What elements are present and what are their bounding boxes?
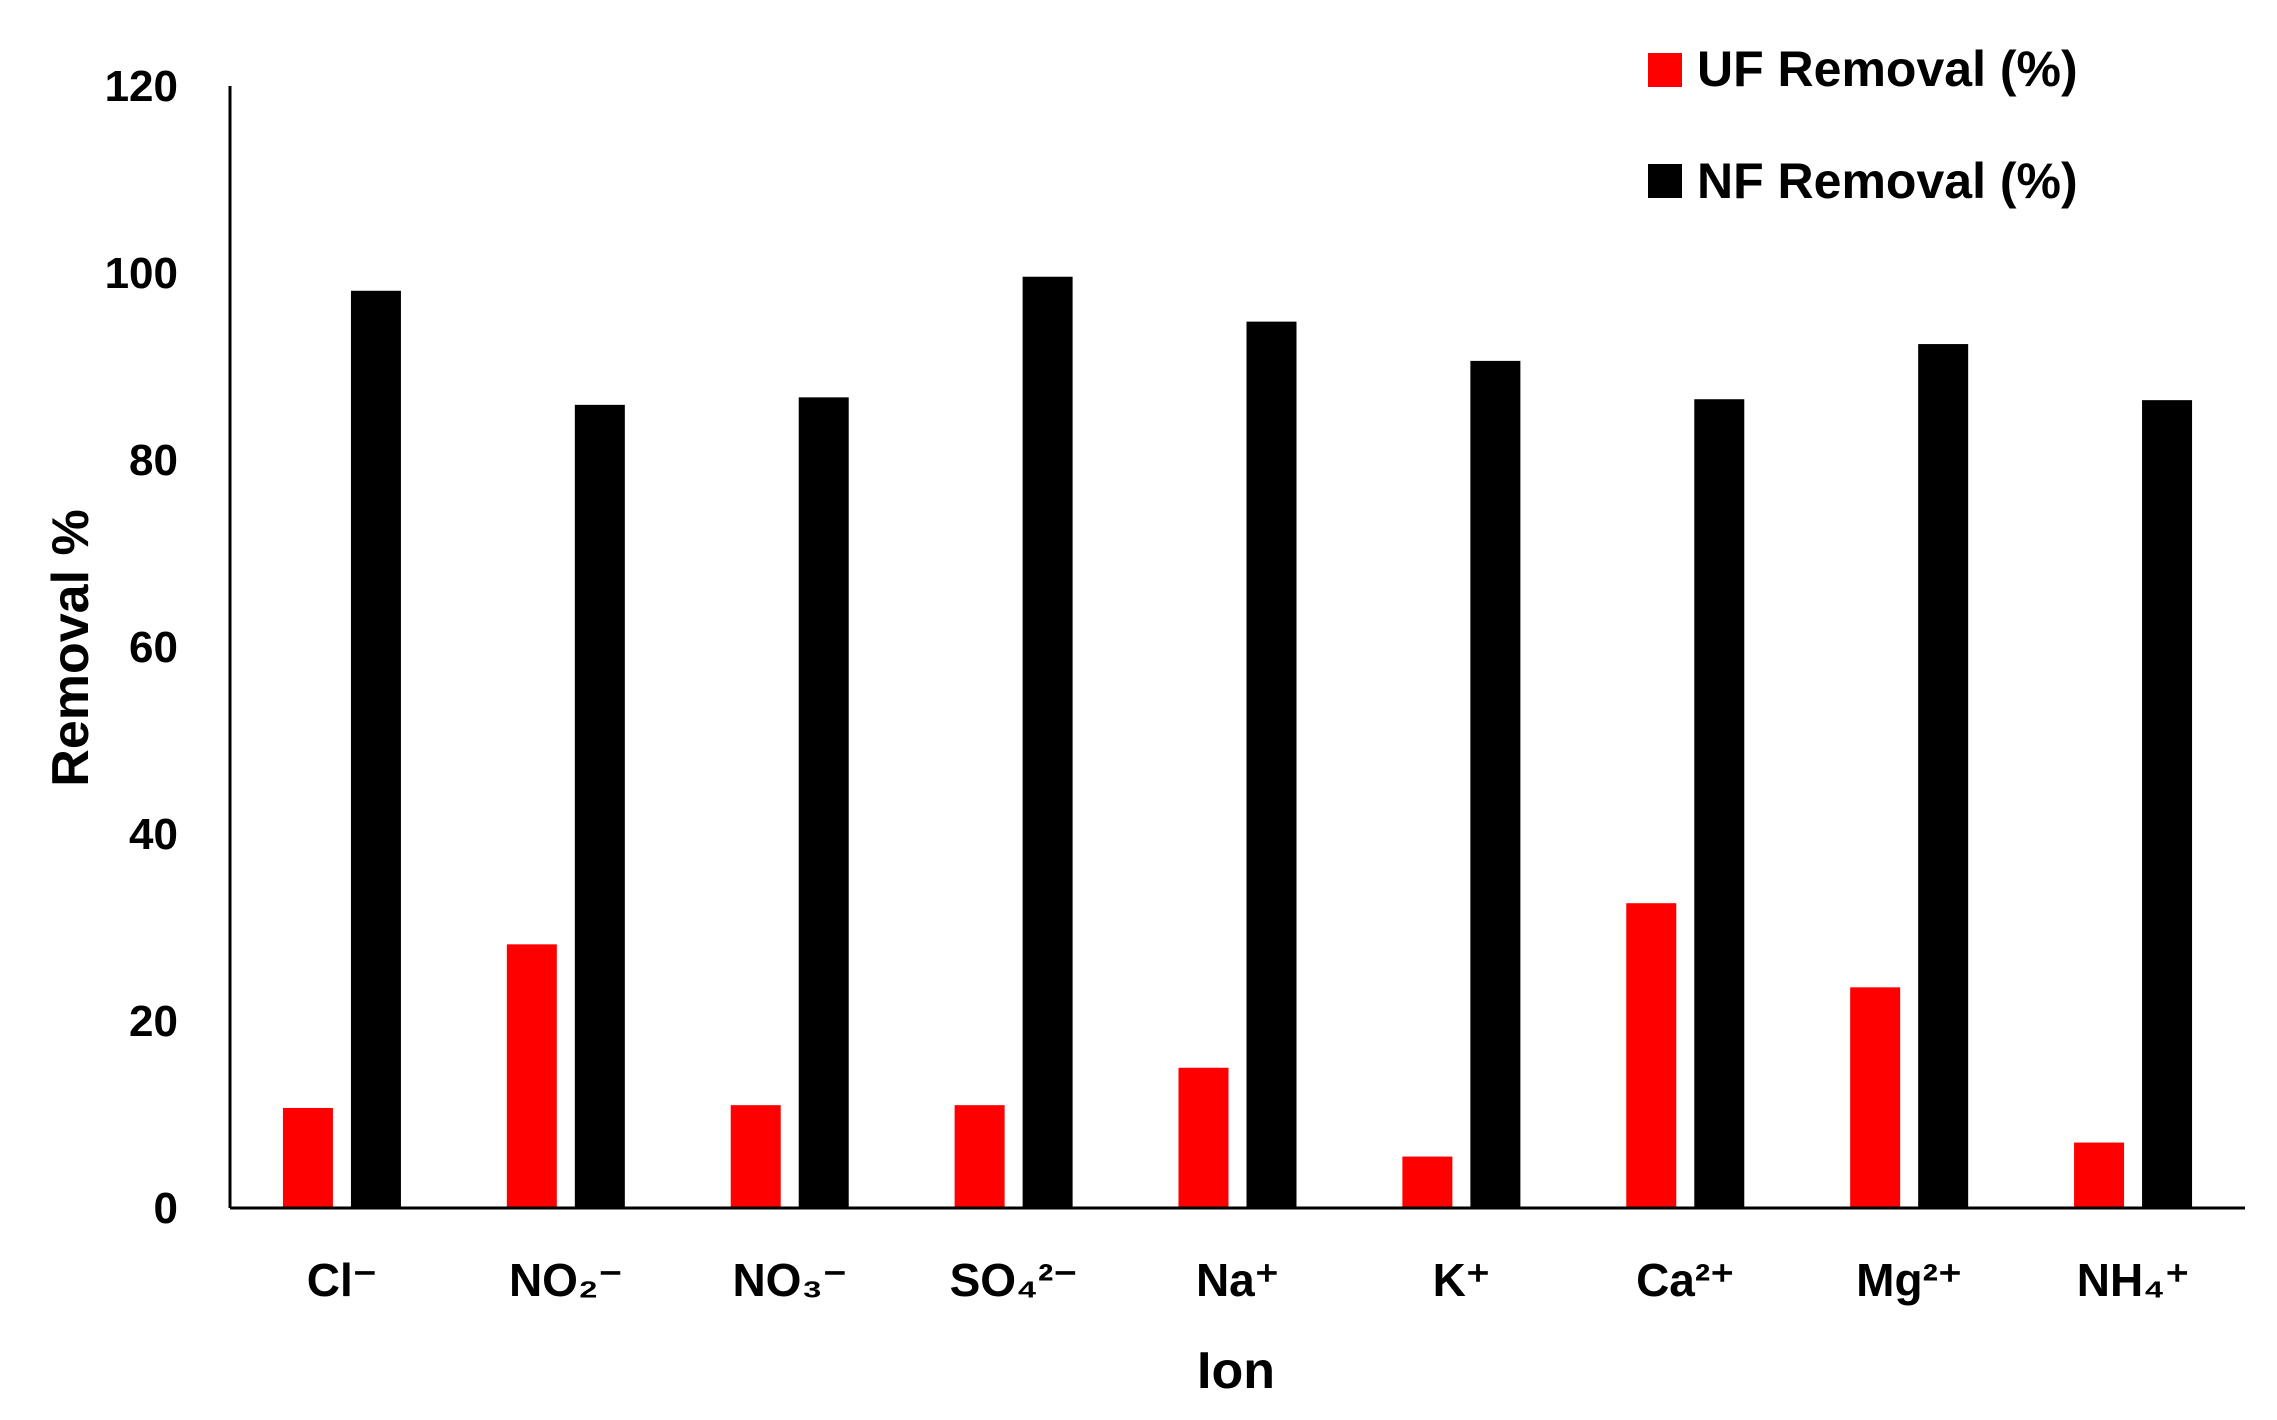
y-tick-label: 20	[129, 997, 178, 1046]
legend-swatch-uf	[1648, 53, 1682, 87]
bar-nf	[574, 404, 625, 1209]
bars	[282, 276, 2193, 1209]
bar-nf	[1246, 321, 1297, 1208]
x-axis-labels: Cl⁻ NO₂⁻ NO₃⁻ SO₄²⁻ Na⁺ K⁺ Ca²⁺ Mg²⁺ NH₄⁺	[307, 1254, 2190, 1306]
bar-nf	[1470, 360, 1521, 1208]
legend: UF Removal (%) NF Removal (%)	[1648, 41, 2078, 209]
x-tick-label: NO₃⁻	[732, 1254, 847, 1306]
x-tick-label: NO₂⁻	[509, 1254, 623, 1306]
y-tick-label: 60	[129, 623, 178, 672]
bar-nf	[1022, 276, 1073, 1208]
bar-nf	[2142, 400, 2193, 1208]
x-tick-label: NH₄⁺	[2077, 1254, 2190, 1306]
bar-uf	[1850, 987, 1901, 1208]
bar-uf	[954, 1105, 1005, 1208]
bar-uf	[730, 1105, 781, 1208]
bar-uf	[2074, 1142, 2125, 1208]
y-tick-label: 0	[154, 1184, 178, 1233]
x-tick-label: Mg²⁺	[1856, 1254, 1962, 1306]
legend-label-nf: NF Removal (%)	[1697, 153, 2078, 209]
bar-uf	[1178, 1067, 1229, 1208]
x-axis-title: Ion	[1197, 1342, 1275, 1400]
x-tick-label: Na⁺	[1196, 1254, 1279, 1306]
bar-nf	[798, 397, 849, 1209]
x-tick-label: Cl⁻	[307, 1254, 377, 1306]
y-tick-label: 100	[105, 249, 178, 298]
bar-nf	[1918, 344, 1969, 1208]
y-axis-ticks: 0 20 40 60 80 100 120	[105, 62, 178, 1233]
legend-label-uf: UF Removal (%)	[1697, 41, 2078, 97]
bar-uf	[1402, 1156, 1453, 1208]
bar-nf	[1694, 399, 1745, 1209]
bar-uf	[1626, 903, 1677, 1208]
y-tick-label: 40	[129, 810, 178, 859]
legend-swatch-nf	[1648, 164, 1682, 198]
bar-uf	[282, 1107, 333, 1208]
x-tick-label: K⁺	[1433, 1254, 1491, 1306]
x-tick-label: SO₄²⁻	[950, 1254, 1078, 1306]
y-axis-title: Removal %	[42, 509, 100, 786]
x-tick-label: Ca²⁺	[1636, 1254, 1734, 1306]
bar-uf	[506, 944, 557, 1208]
y-tick-label: 80	[129, 436, 178, 485]
y-tick-label: 120	[105, 62, 178, 111]
bar-nf	[350, 290, 401, 1208]
